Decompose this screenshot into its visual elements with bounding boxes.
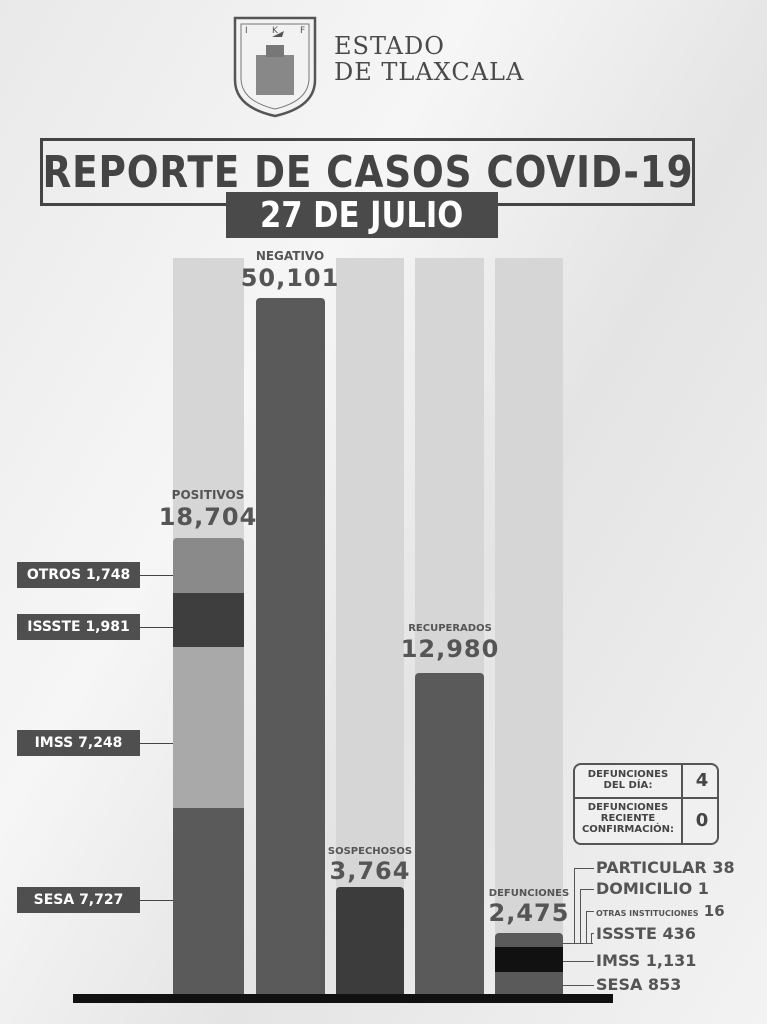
bar-positivos-sesa	[173, 808, 244, 1000]
def-issste: ISSSTE 436	[596, 924, 696, 943]
svg-text:F: F	[300, 26, 305, 36]
value-positivos: 18,704	[158, 503, 258, 531]
connector-line	[563, 985, 594, 986]
connector	[140, 575, 173, 576]
value-negativo: 50,101	[240, 264, 340, 292]
label-negativo: NEGATIVO	[255, 249, 325, 263]
connector-line	[586, 911, 587, 943]
def-otras: OTRAS INSTITUCIONES 16	[596, 902, 725, 920]
connector-line	[574, 868, 594, 869]
value-recuperados: 12,980	[400, 635, 500, 663]
def-otras-name: OTRAS INSTITUCIONES	[596, 909, 699, 918]
bar-positivos-otros	[173, 538, 244, 593]
def-domicilio: DOMICILIO 1	[596, 879, 709, 898]
bar-defunciones-otros	[495, 933, 563, 947]
deaths-today-value: 4	[681, 765, 721, 797]
bar-positivos-imss	[173, 647, 244, 808]
def-otras-value: 16	[703, 902, 725, 920]
value-defunciones: 2,475	[488, 899, 570, 927]
column-bg-sospechosos	[336, 258, 404, 1000]
label-recuperados: RECUPERADOS	[408, 623, 492, 634]
connector-line	[580, 889, 594, 890]
bar-sospechosos	[336, 887, 404, 1000]
bar-positivos-issste	[173, 593, 244, 647]
tag-sesa: SESA 7,727	[17, 887, 140, 913]
org-name-line1: ESTADO	[334, 32, 445, 60]
bar-recuperados	[415, 673, 484, 1000]
connector-line	[586, 911, 594, 912]
label-defunciones: DEFUNCIONES	[488, 888, 570, 899]
divider	[575, 797, 717, 799]
connector	[140, 743, 173, 744]
label-sospechosos: SOSPECHOSOS	[327, 846, 413, 857]
baseline-axis	[73, 994, 613, 1003]
date-box: 27 DE JULIO	[226, 192, 498, 238]
svg-text:K: K	[272, 26, 279, 36]
deaths-table: DEFUNCIONES DEL DÍA: 4 DEFUNCIONES RECIE…	[573, 763, 719, 845]
def-particular: PARTICULAR 38	[596, 858, 735, 877]
tag-imss: IMSS 7,248	[17, 730, 140, 756]
def-imss: IMSS 1,131	[596, 951, 697, 970]
connector-line	[563, 943, 593, 944]
deaths-recent-value: 0	[681, 799, 721, 843]
bar-negativo	[256, 298, 325, 1000]
connector-line	[591, 933, 592, 943]
def-sesa: SESA 853	[596, 975, 682, 994]
tag-otros: OTROS 1,748	[17, 562, 140, 588]
svg-text:I: I	[245, 26, 248, 36]
report-title: REPORTE DE CASOS COVID-19	[41, 146, 694, 198]
column-bg-defunciones	[495, 258, 563, 1000]
label-positivos: POSITIVOS	[171, 488, 245, 502]
connector-line	[563, 961, 594, 962]
deaths-today-label: DEFUNCIONES DEL DÍA:	[587, 769, 669, 791]
connector-line	[574, 868, 575, 943]
connector-line	[591, 933, 594, 934]
bar-defunciones-imss	[495, 947, 563, 972]
connector	[140, 627, 173, 628]
connector-line	[580, 889, 581, 943]
org-name-line2: DE TLAXCALA	[334, 58, 525, 86]
value-sospechosos: 3,764	[329, 857, 411, 885]
report-date: 27 DE JULIO	[260, 194, 464, 236]
deaths-recent-label: DEFUNCIONES RECIENTE CONFIRMACIÓN:	[581, 802, 675, 835]
tag-issste: ISSSTE 1,981	[17, 614, 140, 640]
connector	[140, 900, 173, 901]
